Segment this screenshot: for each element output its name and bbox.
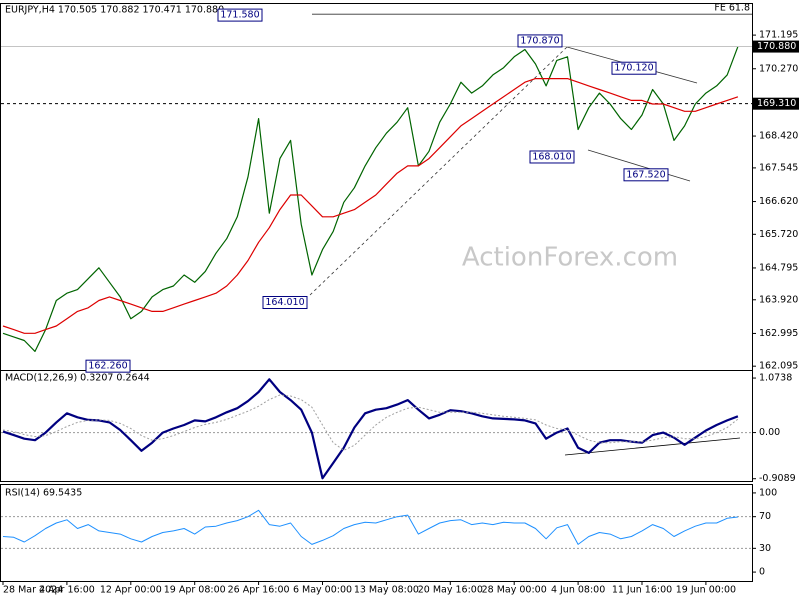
annotation-label: 167.520 [626, 169, 665, 180]
y-tick-label: 171.195 [759, 30, 798, 41]
price-title: EURJPY,H4 170.505 170.882 170.471 170.88… [5, 5, 224, 16]
y-tick-label: 164.795 [759, 262, 798, 273]
annotation-box [623, 168, 669, 182]
annotation-label: 171.580 [220, 10, 259, 21]
x-tick-label: 6 May 00:00 [293, 585, 352, 596]
series-line [2, 509, 738, 545]
annotation-box [262, 296, 308, 310]
series-line [2, 78, 739, 334]
y-tick-label: 70 [759, 511, 771, 522]
annotation-label: 164.010 [265, 297, 304, 308]
y-tick-label: 0 [759, 567, 765, 578]
y-tick-label: 162.995 [759, 328, 798, 339]
annotation-box [85, 359, 131, 373]
y-tick-label: -0.9089 [759, 473, 796, 484]
level-box [753, 97, 799, 110]
y-tick-label: 0.00 [759, 427, 780, 438]
current-price-box [753, 40, 799, 53]
x-tick-label: 28 May 00:00 [482, 585, 547, 596]
x-tick-label: 4 Jun 08:00 [551, 585, 605, 596]
annotation-label: 162.260 [88, 361, 127, 372]
y-tick-label: 30 [759, 543, 771, 554]
level-box-label: 169.310 [757, 98, 796, 109]
y-tick-label: 165.720 [759, 229, 798, 240]
y-tick-label: 166.620 [759, 196, 798, 207]
x-tick-label: 28 Mar 2024 [3, 585, 63, 596]
annotation-label: 170.870 [520, 35, 559, 46]
x-tick-label: 11 Jun 16:00 [612, 585, 672, 596]
y-tick-label: 162.095 [759, 361, 798, 372]
y-tick-label: 163.920 [759, 294, 798, 305]
annotation-box [611, 61, 657, 75]
annotation-box [517, 34, 563, 48]
macd-title: MACD(12,26,9) 0.3207 0.2644 [5, 373, 150, 384]
x-tick-label: 4 Apr 16:00 [39, 585, 95, 596]
y-tick-label: 170.270 [759, 63, 798, 74]
x-tick-label: 12 Apr 00:00 [100, 585, 162, 596]
current-price-box-label: 170.880 [757, 41, 796, 52]
x-tick-label: 19 Apr 08:00 [164, 585, 226, 596]
series-line [2, 394, 739, 451]
rsi-panel [0, 484, 753, 582]
y-tick-label: 1.0738 [759, 373, 792, 384]
annotation-label: 168.010 [532, 151, 571, 162]
watermark: ActionForex.com [462, 243, 678, 273]
y-tick-label: 168.420 [759, 131, 798, 142]
series-line [2, 46, 739, 352]
annotation-box [529, 150, 575, 164]
macd-trend-line [564, 437, 741, 456]
x-tick-label: 26 Apr 16:00 [228, 585, 290, 596]
fe-label: FE 61.8 [714, 3, 750, 14]
annotation-box [217, 8, 263, 22]
y-tick-label: 167.545 [759, 162, 798, 173]
trend-line [587, 149, 691, 182]
annotation-label: 170.120 [614, 63, 653, 74]
series-line [2, 378, 739, 480]
x-tick-label: 19 Jun 00:00 [676, 585, 736, 596]
y-tick-label: 100 [759, 487, 777, 498]
rsi-title: RSI(14) 69.5435 [5, 488, 82, 499]
macd-panel [0, 370, 753, 482]
x-tick-label: 13 May 08:00 [354, 585, 419, 596]
x-tick-label: 20 May 16:00 [418, 585, 483, 596]
